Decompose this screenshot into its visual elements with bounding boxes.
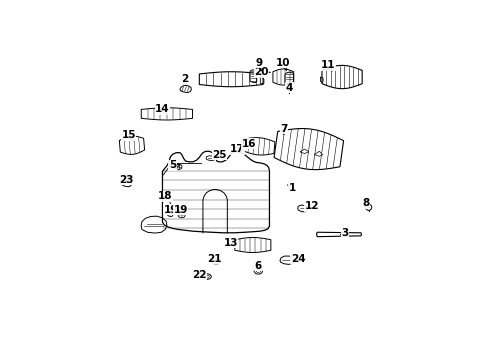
Text: 20: 20 (254, 67, 269, 77)
Text: 7: 7 (280, 123, 287, 134)
Text: 6: 6 (254, 261, 262, 270)
Text: 5: 5 (168, 160, 180, 170)
Text: 14: 14 (155, 104, 169, 115)
Text: 17: 17 (229, 144, 244, 154)
Text: 18: 18 (158, 191, 172, 201)
Text: 9: 9 (255, 58, 262, 71)
Text: 12: 12 (304, 201, 318, 211)
Text: 8: 8 (361, 198, 368, 208)
Text: 22: 22 (192, 270, 206, 280)
Text: 24: 24 (290, 254, 305, 264)
Text: 23: 23 (119, 175, 133, 185)
Text: 11: 11 (320, 60, 335, 71)
Text: 1: 1 (287, 183, 295, 193)
Text: 19: 19 (163, 204, 178, 215)
Text: 2: 2 (181, 74, 188, 85)
Text: 19: 19 (173, 204, 187, 215)
Text: 16: 16 (242, 139, 256, 149)
Text: 10: 10 (276, 58, 290, 71)
Text: 3: 3 (340, 228, 348, 238)
Text: 4: 4 (285, 82, 292, 93)
Circle shape (367, 206, 369, 208)
Text: 13: 13 (223, 238, 238, 248)
Text: 25: 25 (212, 150, 226, 159)
Text: 15: 15 (121, 130, 136, 141)
Text: 21: 21 (206, 254, 221, 264)
